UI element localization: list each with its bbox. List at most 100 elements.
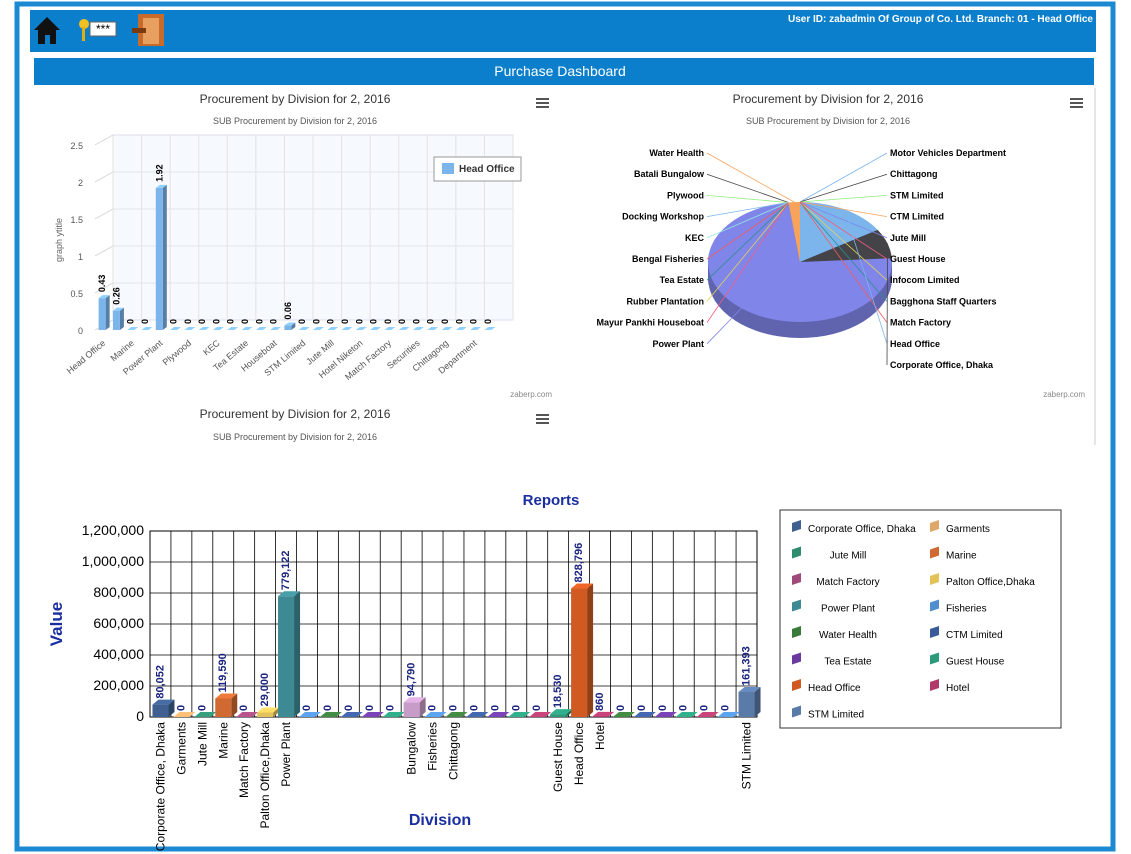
x-tick-label: Jute Mill (195, 722, 209, 766)
data-label: 0 (397, 319, 407, 324)
legend-label: Garments (946, 524, 990, 535)
data-label: 0 (211, 319, 221, 324)
top-bar (30, 10, 1096, 52)
data-label: 0 (369, 319, 379, 324)
legend-label: Match Factory (816, 577, 879, 588)
bar-top (298, 712, 321, 717)
password-icon[interactable]: *** (79, 19, 117, 41)
data-label: 0 (426, 319, 436, 324)
dashboard-title: Purchase Dashboard (494, 63, 626, 79)
legend-label: Hotel (946, 683, 969, 694)
slice (788, 202, 800, 262)
connector (799, 152, 888, 203)
bar-side (119, 307, 124, 330)
x-tick-label: Corporate Office, Dhaka (153, 722, 167, 852)
bar (571, 588, 588, 717)
bar-top (529, 712, 552, 717)
password-icon-text: *** (96, 22, 110, 36)
bar-top (227, 327, 239, 330)
slice-label: Rubber Plantation (626, 296, 704, 306)
chart-subtitle: SUB Procurement by Division for 2, 2016 (213, 116, 377, 126)
data-label: 0 (175, 705, 187, 711)
legend-label: Corporate Office, Dhaka (808, 524, 916, 535)
data-label: 0 (297, 319, 307, 324)
bar-top (484, 327, 496, 330)
data-label: 860 (594, 693, 606, 711)
x-tick-label: Guest House (551, 722, 565, 792)
connector (706, 202, 789, 302)
legend-swatch (930, 652, 939, 665)
slice-label: STM Limited (890, 190, 944, 200)
credit: zaberp.com (1043, 390, 1085, 399)
data-label: 80,052 (154, 665, 166, 699)
data-label: 1.92 (154, 164, 164, 182)
title-bar (34, 58, 1094, 85)
bar (257, 712, 274, 717)
data-label: 0 (340, 319, 350, 324)
connector (799, 201, 888, 323)
legend-label: Marine (946, 551, 977, 562)
bar-top (455, 327, 467, 330)
data-label: 161,393 (741, 646, 753, 686)
chart-title: Procurement by Division for 2, 2016 (733, 92, 924, 106)
connector (706, 202, 789, 260)
data-label: 0 (322, 705, 334, 711)
x-tick-label: Hotel (593, 722, 607, 750)
data-label: 0.43 (97, 275, 107, 293)
data-label: 119,590 (217, 653, 229, 692)
data-label: 0 (468, 705, 480, 711)
y-tick-label: 600,000 (93, 615, 144, 631)
data-label: 0 (720, 705, 732, 711)
bar-top (212, 327, 224, 330)
bar-top (355, 327, 367, 330)
y-tick-label: 800,000 (93, 584, 144, 600)
bar-top (445, 712, 468, 717)
bar-top (257, 707, 280, 713)
legend-swatch (442, 163, 454, 174)
legend-label: Guest House (946, 657, 1005, 668)
chart-menu[interactable] (536, 414, 549, 424)
bar-top (738, 686, 761, 692)
data-label: 0 (197, 319, 207, 324)
slice (708, 202, 892, 323)
connector (706, 202, 789, 323)
legend-label: Jute Mill (830, 551, 867, 562)
x-tick-label: Garments (174, 722, 188, 775)
slice-label: Tea Estate (660, 275, 704, 285)
connector (799, 201, 888, 239)
x-tick-label: Power Plant (279, 721, 293, 786)
y-axis-title: Value (47, 602, 66, 646)
chart-menu[interactable] (1070, 98, 1083, 108)
legend-swatch (792, 520, 801, 532)
chart-menu[interactable] (536, 98, 549, 108)
connector (706, 202, 789, 239)
bar-top (270, 327, 282, 330)
bar-top (550, 709, 573, 715)
connector (706, 307, 742, 345)
legend-swatch (930, 626, 939, 638)
slice (800, 202, 878, 262)
y-tick-label: 0 (78, 326, 83, 336)
connector (799, 201, 888, 302)
slice-label: Head Office (890, 339, 940, 349)
bar-top (361, 712, 384, 717)
slice-label: KEC (685, 233, 705, 243)
connector (706, 152, 795, 203)
bar-top (370, 327, 382, 330)
bar-side (273, 707, 280, 717)
bar (550, 714, 567, 717)
bar-top (412, 327, 424, 330)
y-tick-label: 2 (78, 178, 83, 188)
slice (800, 229, 892, 262)
bar-top (612, 712, 635, 717)
logout-icon[interactable] (132, 14, 164, 46)
data-label: 0 (483, 319, 493, 324)
bar-top (98, 295, 110, 299)
data-label: 0 (657, 705, 669, 711)
home-icon[interactable] (34, 17, 60, 44)
data-label: 0 (699, 705, 711, 711)
x-axis-title: Division (409, 812, 471, 829)
data-label: 0 (678, 705, 690, 711)
connector (799, 195, 888, 203)
bar-top (403, 697, 426, 703)
